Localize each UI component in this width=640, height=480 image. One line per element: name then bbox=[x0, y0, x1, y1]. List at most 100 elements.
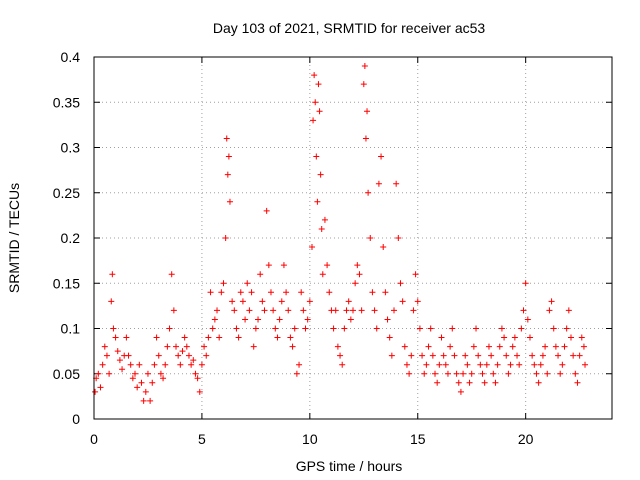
data-point bbox=[311, 72, 318, 79]
data-point bbox=[265, 262, 272, 269]
data-point bbox=[278, 298, 285, 305]
data-point bbox=[567, 334, 574, 341]
data-point bbox=[109, 271, 116, 278]
data-point bbox=[205, 334, 212, 341]
data-point bbox=[183, 343, 190, 350]
data-point bbox=[106, 370, 113, 377]
data-point bbox=[552, 343, 559, 350]
data-point bbox=[460, 370, 467, 377]
data-point bbox=[496, 343, 503, 350]
data-point bbox=[153, 334, 160, 341]
data-point bbox=[119, 366, 126, 373]
data-point bbox=[164, 343, 171, 350]
data-point bbox=[526, 334, 533, 341]
data-point bbox=[330, 325, 337, 332]
data-point bbox=[302, 325, 309, 332]
data-point bbox=[412, 271, 419, 278]
x-tick-label: 20 bbox=[518, 431, 534, 447]
data-point bbox=[473, 325, 480, 332]
x-tick-label: 10 bbox=[302, 431, 318, 447]
plot-frame bbox=[93, 56, 613, 420]
data-point bbox=[375, 180, 382, 187]
y-tick-label: 0.25 bbox=[53, 185, 80, 201]
data-point bbox=[324, 262, 331, 269]
data-point bbox=[263, 207, 270, 214]
data-point bbox=[92, 388, 99, 395]
data-point bbox=[522, 280, 529, 287]
data-point bbox=[378, 153, 385, 160]
data-point bbox=[144, 370, 151, 377]
data-point bbox=[578, 334, 585, 341]
data-point bbox=[132, 370, 139, 377]
data-point bbox=[162, 361, 169, 368]
data-point bbox=[356, 271, 363, 278]
data-point bbox=[257, 271, 264, 278]
data-point bbox=[316, 108, 323, 115]
data-point bbox=[319, 271, 326, 278]
data-point bbox=[166, 325, 173, 332]
data-point bbox=[570, 352, 577, 359]
data-point bbox=[312, 99, 319, 106]
data-point bbox=[287, 334, 294, 341]
data-point bbox=[95, 370, 102, 377]
data-point bbox=[151, 361, 158, 368]
data-point bbox=[142, 388, 149, 395]
data-point bbox=[103, 352, 110, 359]
data-point bbox=[225, 153, 232, 160]
data-point bbox=[537, 361, 544, 368]
data-point bbox=[201, 343, 208, 350]
data-point bbox=[283, 289, 290, 296]
data-point bbox=[462, 352, 469, 359]
data-point bbox=[455, 379, 462, 386]
x-tick-label: 15 bbox=[410, 431, 426, 447]
data-point bbox=[494, 361, 501, 368]
data-point bbox=[326, 289, 333, 296]
data-point bbox=[518, 325, 525, 332]
data-point bbox=[255, 316, 262, 323]
y-tick-label: 0.35 bbox=[53, 94, 80, 110]
data-point bbox=[280, 262, 287, 269]
data-point bbox=[542, 343, 549, 350]
y-tick-label: 0.15 bbox=[53, 275, 80, 291]
data-point bbox=[382, 289, 389, 296]
data-point bbox=[565, 307, 572, 314]
data-point bbox=[399, 298, 406, 305]
data-point bbox=[408, 352, 415, 359]
data-point bbox=[470, 343, 477, 350]
data-point bbox=[138, 379, 145, 386]
data-point bbox=[220, 280, 227, 287]
data-point bbox=[140, 397, 147, 404]
data-point bbox=[434, 379, 441, 386]
data-point bbox=[464, 361, 471, 368]
data-point bbox=[313, 153, 320, 160]
data-point bbox=[367, 235, 374, 241]
data-point bbox=[276, 316, 283, 323]
data-point bbox=[274, 334, 281, 341]
x-tick-label: 0 bbox=[90, 431, 98, 447]
y-tick-label: 0.1 bbox=[61, 321, 81, 337]
data-point bbox=[576, 352, 583, 359]
data-point bbox=[218, 289, 225, 296]
data-point bbox=[401, 343, 408, 350]
data-point bbox=[334, 343, 341, 350]
data-point bbox=[485, 343, 492, 350]
data-point bbox=[425, 343, 432, 350]
data-point bbox=[352, 280, 359, 287]
data-point bbox=[233, 325, 240, 332]
data-point bbox=[524, 316, 531, 323]
data-points bbox=[92, 63, 589, 404]
data-point bbox=[347, 316, 354, 323]
data-point bbox=[315, 81, 322, 88]
data-point bbox=[384, 316, 391, 323]
data-point bbox=[444, 370, 451, 377]
data-point bbox=[453, 370, 460, 377]
data-point bbox=[533, 370, 540, 377]
data-point bbox=[457, 388, 464, 395]
data-point bbox=[436, 361, 443, 368]
data-point bbox=[490, 370, 497, 377]
data-point bbox=[397, 280, 404, 287]
y-tick-labels: 0 0.05 0.1 0.15 0.2 0.25 0.3 0.35 0.4 bbox=[53, 49, 80, 427]
data-point bbox=[343, 307, 350, 314]
data-point bbox=[516, 361, 523, 368]
data-point bbox=[99, 361, 106, 368]
